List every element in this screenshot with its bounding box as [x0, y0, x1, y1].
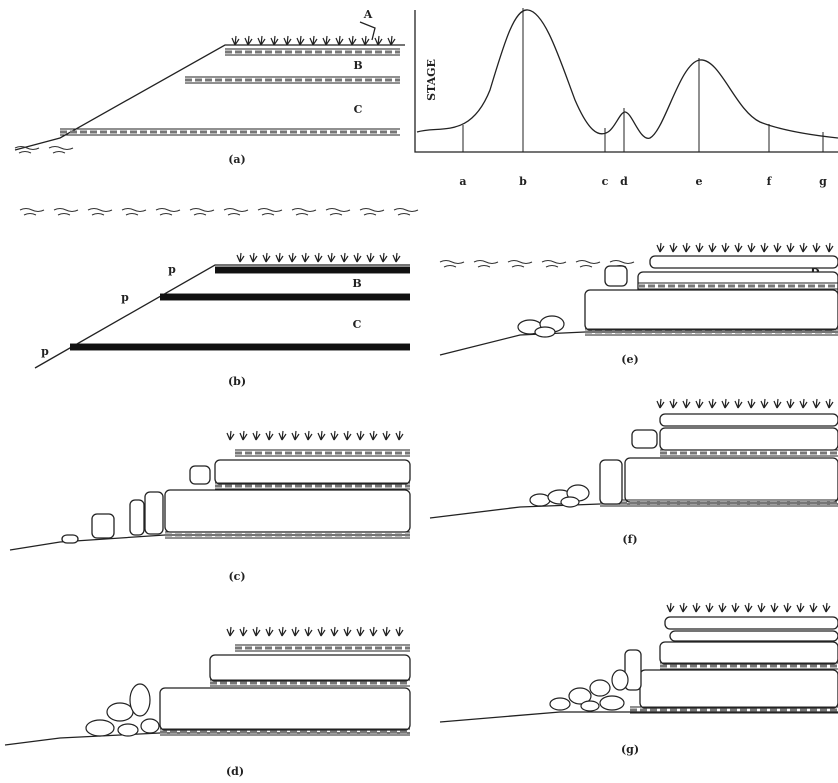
vegetation	[227, 431, 403, 440]
vegetation	[232, 36, 395, 45]
vegetation	[657, 243, 833, 252]
vegetation	[237, 253, 400, 262]
boulder	[86, 720, 114, 736]
block	[660, 642, 838, 664]
boulder	[118, 724, 138, 736]
panel-label: (g)	[621, 743, 639, 756]
vegetation	[227, 627, 403, 636]
panel-label: (a)	[228, 153, 246, 166]
boulder	[550, 698, 570, 710]
vegetation	[667, 603, 830, 612]
boulder	[107, 703, 133, 721]
boulder	[590, 680, 610, 696]
point-label: p	[41, 345, 49, 358]
block	[660, 414, 838, 426]
block	[190, 466, 210, 484]
x-label: a	[459, 175, 466, 188]
axis-label: STAGE	[425, 59, 438, 101]
boulder	[612, 670, 628, 690]
panel-label: (f)	[622, 533, 637, 546]
bracket	[360, 22, 375, 40]
boulder	[530, 494, 550, 506]
block	[625, 458, 838, 502]
point-label: p	[121, 291, 129, 304]
layer-label: B	[353, 59, 362, 72]
erosion-diagram: (a) (b) (c) (d) (e) (f) (g) A B C B C p …	[0, 0, 838, 783]
panel-label: (e)	[621, 353, 638, 366]
block	[665, 617, 838, 629]
water	[440, 261, 634, 268]
block	[640, 670, 838, 708]
block	[215, 460, 410, 484]
x-label: g	[819, 175, 827, 188]
boulder	[600, 696, 624, 710]
boulder	[561, 497, 579, 507]
block	[605, 266, 627, 286]
point-label: p	[168, 263, 176, 276]
layer-label: A	[363, 8, 373, 21]
layers	[15, 36, 838, 736]
block	[660, 428, 838, 450]
panel-label: (c)	[228, 570, 245, 583]
boulder	[141, 719, 159, 733]
layer-label: B	[352, 277, 361, 290]
block	[650, 256, 838, 268]
block	[130, 500, 144, 535]
layer-label: C	[353, 318, 362, 331]
block	[165, 490, 410, 532]
x-label: b	[519, 175, 527, 188]
panel-label: (b)	[228, 375, 246, 388]
block	[62, 535, 78, 543]
block	[210, 655, 410, 681]
block	[585, 290, 838, 330]
panel-label: (d)	[226, 765, 244, 778]
x-label: f	[767, 175, 773, 188]
block	[92, 514, 114, 538]
block	[145, 492, 163, 534]
block	[670, 631, 838, 641]
x-label: e	[696, 175, 703, 188]
x-label: c	[602, 175, 609, 188]
stage-graph	[415, 8, 838, 152]
boulder	[581, 701, 599, 711]
x-label: d	[620, 175, 628, 188]
boulder	[535, 327, 555, 337]
block	[632, 430, 657, 448]
block	[160, 688, 410, 730]
block	[600, 460, 622, 504]
boulder	[130, 684, 150, 716]
water	[20, 209, 418, 216]
layer-label: C	[354, 103, 363, 116]
vegetation	[657, 399, 833, 408]
